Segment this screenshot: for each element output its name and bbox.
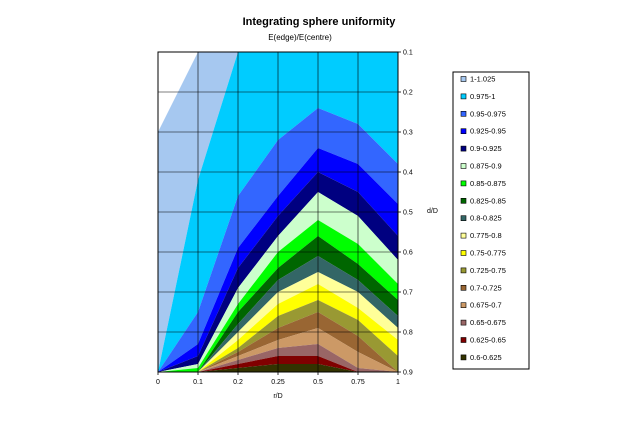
legend-swatch xyxy=(460,111,467,117)
legend-label: 0.6-0.625 xyxy=(470,353,502,362)
legend-swatch xyxy=(460,319,467,326)
y-tick-label: 0.1 xyxy=(403,50,413,57)
legend-label: 0.975-1 xyxy=(470,92,495,101)
legend-swatch xyxy=(460,215,467,221)
legend-swatch xyxy=(460,180,467,187)
x-tick-label: 0.2 xyxy=(233,379,243,386)
legend-swatch xyxy=(460,267,467,274)
y-axis-ticks: 0.1 0.2 0.3 0.4 0.5 0.6 0.7 0.8 0.9 xyxy=(398,50,413,377)
legend-swatch xyxy=(460,302,467,309)
x-tick-label: 0.75 xyxy=(351,379,365,386)
y-tick-label: 0.3 xyxy=(403,130,413,137)
legend-label: 0.7-0.725 xyxy=(470,283,502,292)
legend-swatch xyxy=(460,284,467,291)
y-tick-label: 0.2 xyxy=(403,90,413,97)
x-tick-label: 0.25 xyxy=(271,379,285,386)
legend-swatch xyxy=(460,76,467,82)
contour-band-11 xyxy=(158,300,398,372)
legend-swatch xyxy=(460,145,467,152)
legend-label: 0.725-0.75 xyxy=(470,266,506,275)
x-tick-label: 0 xyxy=(156,379,160,386)
legend-label: 0.9-0.925 xyxy=(470,144,502,153)
y-tick-label: 0.5 xyxy=(403,210,413,217)
x-tick-label: 0.1 xyxy=(193,379,203,386)
y-tick-label: 0.6 xyxy=(403,250,413,257)
contour-band-4 xyxy=(158,172,398,372)
legend-label: 0.95-0.975 xyxy=(470,109,506,118)
legend-label: 0.8-0.825 xyxy=(470,214,502,223)
y-tick-label: 0.4 xyxy=(403,170,413,177)
legend-swatch xyxy=(460,354,467,361)
contour-band-0 xyxy=(158,52,398,372)
y-tick-label: 0.7 xyxy=(403,290,413,297)
y-tick-label: 0.8 xyxy=(403,330,413,337)
legend-swatch xyxy=(460,337,467,343)
chart-subtitle: E(edge)/E(centre) xyxy=(268,33,332,42)
legend-swatch xyxy=(460,232,467,239)
y-tick-label: 0.9 xyxy=(403,370,413,377)
y-axis-label: d/D xyxy=(427,208,438,215)
legend-label: 0.875-0.9 xyxy=(470,162,502,171)
chart-title: Integrating sphere uniformity xyxy=(243,16,397,28)
legend-items: 1-1.025 0.975-1 0.95-0.975 0.925-0.95 0.9-0.… xyxy=(460,75,506,362)
legend-label: 0.675-0.7 xyxy=(470,301,502,310)
legend-label: 0.775-0.8 xyxy=(470,231,502,240)
contour-band-5 xyxy=(158,192,398,372)
legend-swatch xyxy=(460,250,467,256)
legend-swatch xyxy=(460,128,467,134)
legend-label: 0.925-0.95 xyxy=(470,127,506,136)
x-tick-label: 0.5 xyxy=(313,379,323,386)
contour-band-10 xyxy=(158,284,398,372)
x-axis-ticks: 0 0.1 0.2 0.25 0.5 0.75 1 xyxy=(156,372,400,386)
legend-label: 1-1.025 xyxy=(470,75,495,84)
legend-label: 0.65-0.675 xyxy=(470,318,506,327)
legend-label: 0.75-0.775 xyxy=(470,249,506,258)
x-tick-label: 1 xyxy=(396,379,400,386)
legend-swatch xyxy=(460,163,467,169)
legend-label: 0.625-0.65 xyxy=(470,336,506,345)
gridlines xyxy=(158,52,398,372)
legend-swatch xyxy=(460,198,467,204)
legend-swatch xyxy=(460,93,467,100)
legend: 1-1.025 0.975-1 0.95-0.975 0.925-0.95 0.9-0.… xyxy=(452,71,530,370)
legend-label: 0.825-0.85 xyxy=(470,196,506,205)
contour-band-13 xyxy=(158,328,398,372)
x-axis-label: r/D xyxy=(273,393,282,400)
contour-band-12 xyxy=(158,312,398,372)
legend-label: 0.85-0.875 xyxy=(470,179,506,188)
